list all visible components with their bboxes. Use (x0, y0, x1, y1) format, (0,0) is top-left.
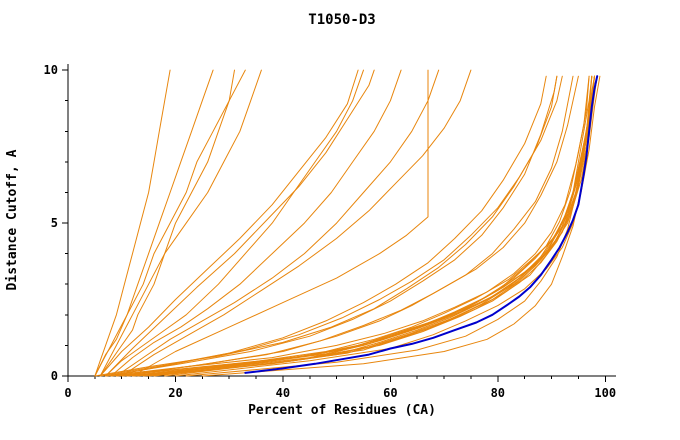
series-line (132, 69, 429, 377)
series-line (175, 75, 601, 377)
series-line (126, 75, 595, 377)
series-line (185, 75, 593, 377)
x-tick-label: 100 (594, 386, 616, 400)
series-line (137, 75, 595, 377)
series-line (126, 75, 590, 377)
series-line (148, 75, 595, 377)
series-line (115, 75, 595, 377)
y-tick-label: 0 (51, 369, 58, 383)
series-line (164, 75, 598, 377)
series-line (132, 75, 595, 377)
series-line (94, 69, 171, 377)
series-line (121, 75, 593, 377)
x-axis-label: Percent of Residues (CA) (248, 403, 436, 418)
series-line (105, 75, 558, 377)
series-line (99, 75, 547, 377)
series-line (115, 69, 440, 377)
y-tick-label: 5 (51, 216, 58, 230)
series-line (99, 69, 262, 377)
series-line (110, 75, 563, 377)
x-tick-label: 80 (491, 386, 505, 400)
series-line (121, 75, 579, 377)
chart-title: T1050-D3 (308, 12, 375, 28)
series-line (105, 75, 590, 377)
y-axis-label: Distance Cutoff, A (5, 149, 20, 290)
highlight-series-line (244, 75, 599, 374)
y-tick-label: 10 (44, 63, 58, 77)
series-line (94, 69, 246, 377)
series-line (132, 75, 595, 377)
series-line (105, 69, 375, 377)
series-line (94, 69, 214, 377)
series-line (121, 69, 472, 377)
x-tick-label: 60 (383, 386, 397, 400)
series-line (115, 75, 574, 377)
x-tick-label: 0 (64, 386, 71, 400)
series-lines (94, 69, 601, 377)
axes: 0 20 40 60 80 100 0 5 10 (44, 63, 617, 400)
x-tick-label: 40 (276, 386, 290, 400)
x-tick-label: 20 (168, 386, 182, 400)
series-line (99, 69, 359, 377)
series-line (142, 75, 598, 377)
series-line (105, 69, 364, 377)
series-line (110, 69, 402, 377)
